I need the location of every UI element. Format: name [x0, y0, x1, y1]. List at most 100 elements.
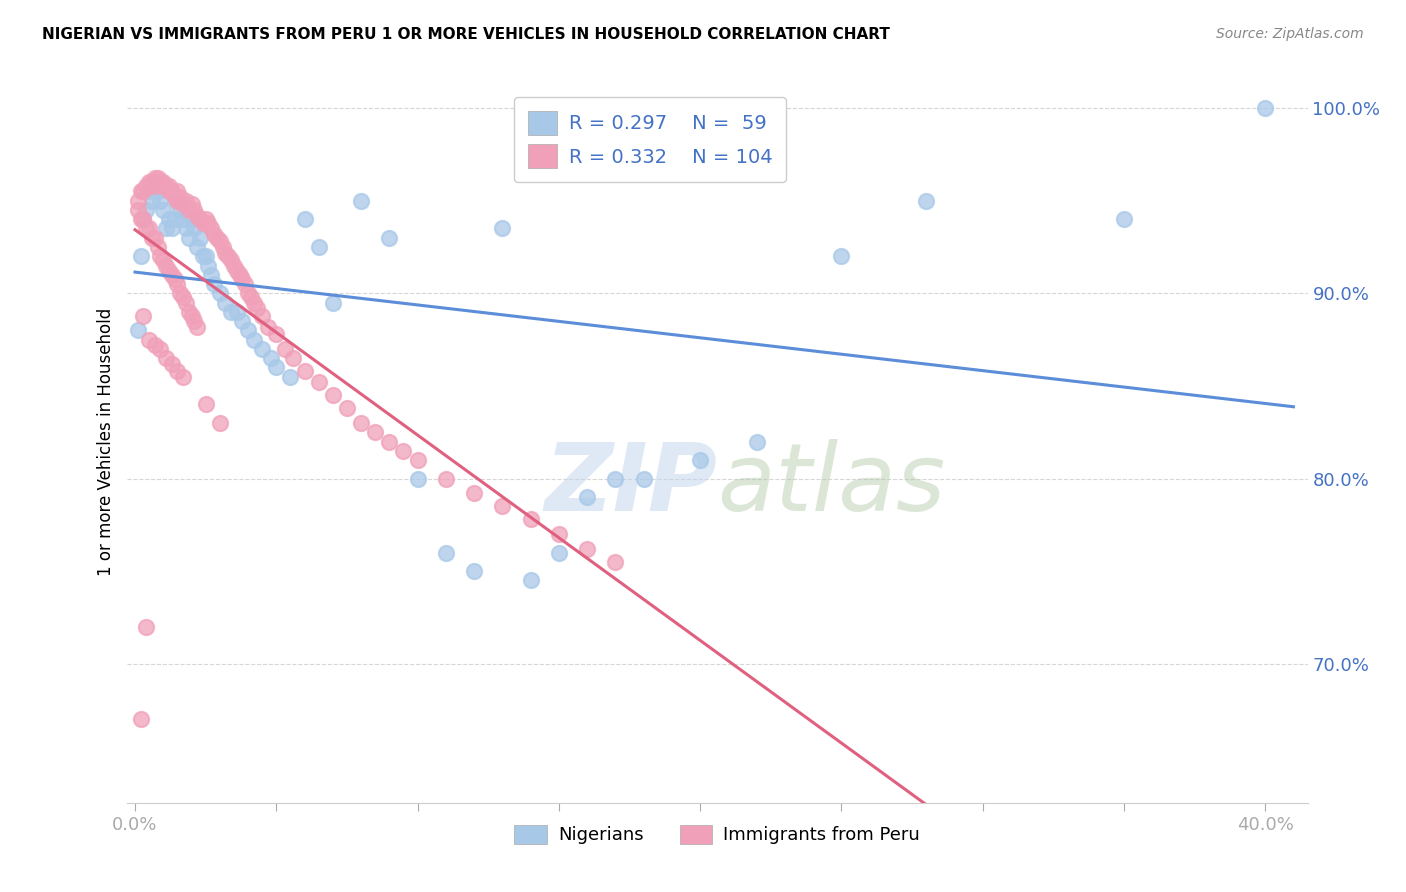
Point [132, 212, 155, 227]
Point [157, 264, 180, 278]
Point [250, 342, 273, 356]
Point [143, 171, 166, 186]
Point [364, 425, 387, 440]
Point [129, 212, 152, 227]
Point [463, 486, 485, 500]
Point [434, 472, 457, 486]
Point [194, 249, 217, 263]
Point [155, 351, 177, 366]
Point [157, 185, 180, 199]
Point [219, 305, 242, 319]
Point [745, 434, 768, 449]
Point [143, 231, 166, 245]
Point [180, 197, 202, 211]
Point [157, 178, 180, 193]
Point [135, 620, 157, 634]
Point [233, 277, 256, 291]
Point [166, 194, 188, 208]
Point [245, 301, 267, 315]
Point [138, 221, 160, 235]
Point [406, 453, 429, 467]
Point [491, 221, 513, 235]
Point [177, 231, 200, 245]
Point [146, 185, 169, 199]
Point [231, 271, 253, 285]
Point [576, 490, 599, 504]
Point [633, 472, 655, 486]
Point [197, 216, 219, 230]
Point [169, 190, 191, 204]
Point [135, 221, 157, 235]
Point [1112, 212, 1135, 227]
Point [166, 185, 188, 199]
Point [350, 416, 373, 430]
Point [308, 240, 330, 254]
Point [183, 221, 205, 235]
Point [180, 309, 202, 323]
Point [308, 376, 330, 390]
Point [166, 364, 188, 378]
Point [141, 175, 163, 189]
Point [915, 194, 938, 208]
Point [434, 546, 457, 560]
Y-axis label: 1 or more Vehicles in Household: 1 or more Vehicles in Household [97, 308, 115, 575]
Point [138, 178, 160, 193]
Point [152, 202, 174, 217]
Point [155, 221, 177, 235]
Point [225, 264, 247, 278]
Point [259, 351, 281, 366]
Text: Source: ZipAtlas.com: Source: ZipAtlas.com [1216, 27, 1364, 41]
Point [283, 351, 305, 366]
Point [149, 175, 172, 189]
Point [214, 295, 236, 310]
Point [129, 249, 152, 263]
Point [208, 416, 231, 430]
Point [208, 286, 231, 301]
Point [211, 240, 233, 254]
Point [236, 323, 259, 337]
Point [519, 574, 541, 588]
Point [135, 178, 157, 193]
Legend: Nigerians, Immigrants from Peru: Nigerians, Immigrants from Peru [508, 818, 927, 852]
Point [163, 271, 186, 285]
Point [242, 295, 264, 310]
Point [274, 342, 297, 356]
Point [157, 212, 180, 227]
Point [242, 333, 264, 347]
Point [519, 512, 541, 526]
Point [132, 185, 155, 199]
Point [378, 231, 401, 245]
Point [127, 323, 149, 337]
Point [219, 252, 242, 267]
Point [146, 175, 169, 189]
Point [149, 249, 172, 263]
Point [163, 212, 186, 227]
Point [250, 309, 273, 323]
Point [149, 342, 172, 356]
Point [177, 202, 200, 217]
Point [177, 305, 200, 319]
Point [127, 202, 149, 217]
Point [217, 249, 239, 263]
Point [231, 314, 253, 328]
Point [141, 231, 163, 245]
Point [236, 286, 259, 301]
Point [169, 202, 191, 217]
Point [191, 216, 214, 230]
Point [222, 259, 245, 273]
Point [186, 240, 208, 254]
Point [214, 245, 236, 260]
Point [350, 194, 373, 208]
Point [378, 434, 401, 449]
Point [155, 178, 177, 193]
Point [194, 212, 217, 227]
Point [463, 564, 485, 578]
Point [138, 175, 160, 189]
Point [143, 175, 166, 189]
Point [294, 212, 316, 227]
Point [146, 240, 169, 254]
Point [186, 209, 208, 223]
Point [127, 194, 149, 208]
Point [1254, 101, 1277, 115]
Point [152, 175, 174, 189]
